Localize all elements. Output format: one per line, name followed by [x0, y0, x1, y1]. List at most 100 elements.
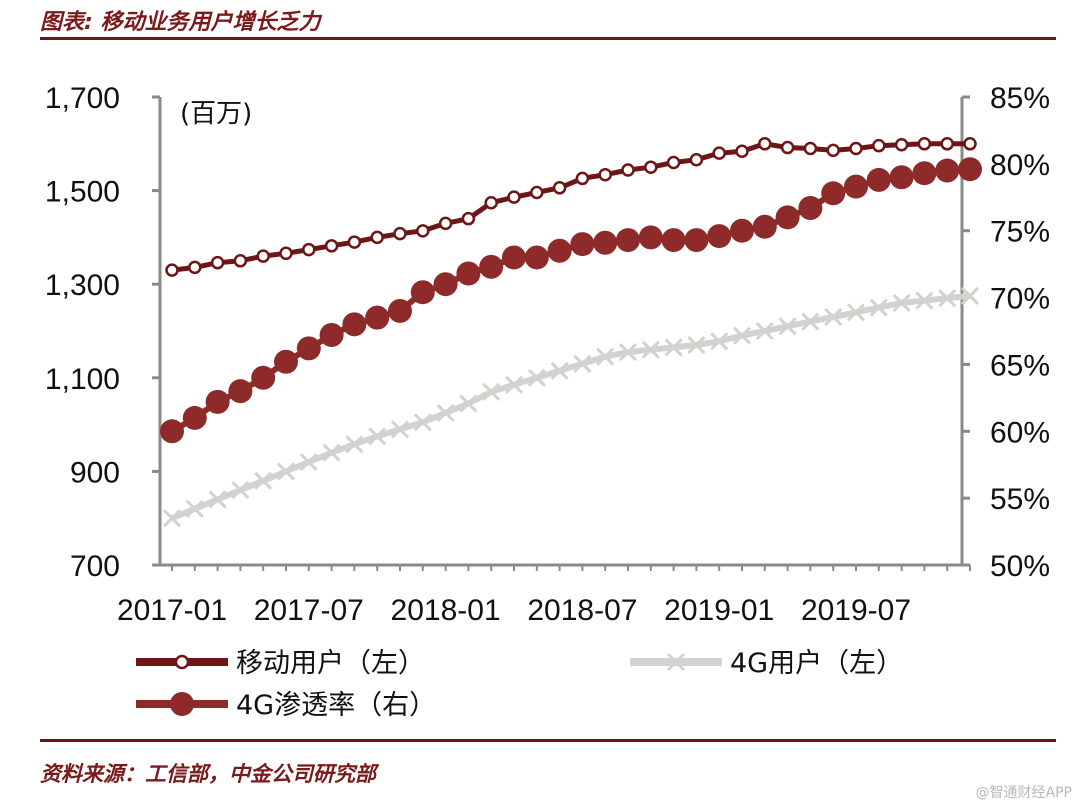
data-point: [638, 225, 663, 250]
data-point: [593, 230, 618, 255]
data-point: [410, 280, 435, 305]
y-left-tick-label: 900: [70, 456, 120, 489]
data-point: [433, 272, 458, 297]
data-point: [732, 326, 752, 345]
data-point: [302, 242, 316, 257]
data-point: [735, 144, 749, 159]
data-point: [208, 490, 227, 509]
data-point: [689, 152, 704, 167]
data-point: [621, 163, 635, 177]
data-point: [388, 298, 412, 323]
data-point: [775, 205, 800, 230]
y-left-tick-label: 1,700: [45, 82, 120, 115]
data-point: [687, 335, 706, 355]
data-point: [616, 228, 640, 253]
data-point: [575, 171, 590, 186]
y-right-tick-label: 65%: [990, 349, 1050, 382]
x-tick-label: 2017-07: [254, 594, 364, 627]
data-point: [935, 158, 960, 183]
series-line: [170, 292, 971, 521]
data-point: [684, 228, 709, 253]
data-point: [296, 336, 321, 361]
data-point: [322, 443, 341, 462]
data-point: [502, 245, 526, 270]
data-point: [547, 238, 572, 263]
data-point: [228, 379, 253, 404]
data-point: [758, 137, 772, 151]
data-point: [459, 394, 478, 413]
data-point: [345, 435, 364, 454]
data-point: [644, 160, 658, 174]
data-point: [664, 338, 683, 357]
y-left-tick-label: 1,300: [45, 269, 120, 302]
legend: 移动用户（左） 4G用户（左） 4G渗透率（右）: [136, 648, 903, 721]
data-point: [210, 255, 225, 270]
data-point: [233, 254, 248, 268]
data-point: [416, 224, 430, 238]
data-point: [530, 185, 544, 200]
data-point: [254, 471, 273, 490]
data-point: [256, 249, 270, 263]
data-point: [507, 190, 521, 204]
y-left-tick-label: 1,100: [45, 363, 120, 396]
data-point: [456, 261, 481, 286]
bottom-divider: [40, 739, 1056, 742]
data-point: [251, 365, 276, 390]
data-point: [844, 174, 868, 199]
data-point: [915, 291, 934, 310]
chart-title: 图表: 移动业务用户增长乏力: [40, 10, 321, 35]
top-divider: [40, 37, 1056, 40]
data-point: [917, 137, 932, 151]
x-tick-label: 2018-01: [391, 594, 501, 627]
y-right-tick-label: 50%: [990, 550, 1050, 583]
data-point: [940, 137, 954, 151]
data-point: [866, 167, 891, 192]
x-tick-label: 2019-01: [664, 594, 774, 627]
data-point: [393, 226, 407, 241]
data-point: [342, 312, 367, 337]
y-right-tick-label: 75%: [990, 216, 1050, 249]
y-right-tick-label: 60%: [990, 416, 1050, 449]
data-point: [798, 195, 823, 220]
data-point: [801, 312, 820, 331]
source-note: 资料来源：工信部，中金公司研究部: [40, 762, 376, 786]
data-point: [641, 340, 660, 359]
data-point: [778, 317, 797, 336]
x-tick-label: 2017-01: [117, 594, 227, 627]
series-1: [162, 286, 980, 528]
data-point: [938, 289, 957, 308]
data-point: [958, 157, 982, 182]
data-point: [527, 368, 546, 387]
data-point: [390, 420, 410, 439]
y-right-tick-label: 55%: [990, 483, 1050, 516]
data-point: [710, 332, 729, 351]
data-point: [846, 303, 866, 322]
data-point: [730, 218, 754, 243]
data-point: [570, 232, 595, 257]
data-point: [279, 246, 293, 261]
data-point: [461, 211, 476, 226]
data-point: [824, 307, 843, 327]
data-point: [892, 293, 911, 312]
watermark: @智通财经APP: [975, 785, 1072, 801]
data-point: [319, 323, 344, 348]
data-point: [869, 298, 888, 317]
x-tick-label: 2018-07: [527, 594, 637, 627]
chart-axes: 1,700 1,500 1,300 1,100 900 700 85% 80% 75% 70% 65…: [45, 82, 1050, 627]
data-point: [413, 413, 432, 432]
data-point: [960, 286, 980, 305]
data-point: [160, 419, 184, 444]
data-point: [821, 181, 846, 206]
y-left-tick-label: 1,500: [45, 176, 120, 209]
data-point: [889, 165, 914, 190]
data-point: [188, 260, 202, 275]
legend-marker: [174, 654, 190, 670]
data-point: [666, 155, 681, 170]
legend-label: 4G渗透率（右）: [236, 690, 436, 721]
data-point: [872, 138, 886, 153]
data-point: [596, 347, 615, 366]
legend-item-0: 移动用户（左）: [136, 648, 425, 679]
data-point: [185, 499, 204, 518]
data-point: [205, 389, 230, 414]
